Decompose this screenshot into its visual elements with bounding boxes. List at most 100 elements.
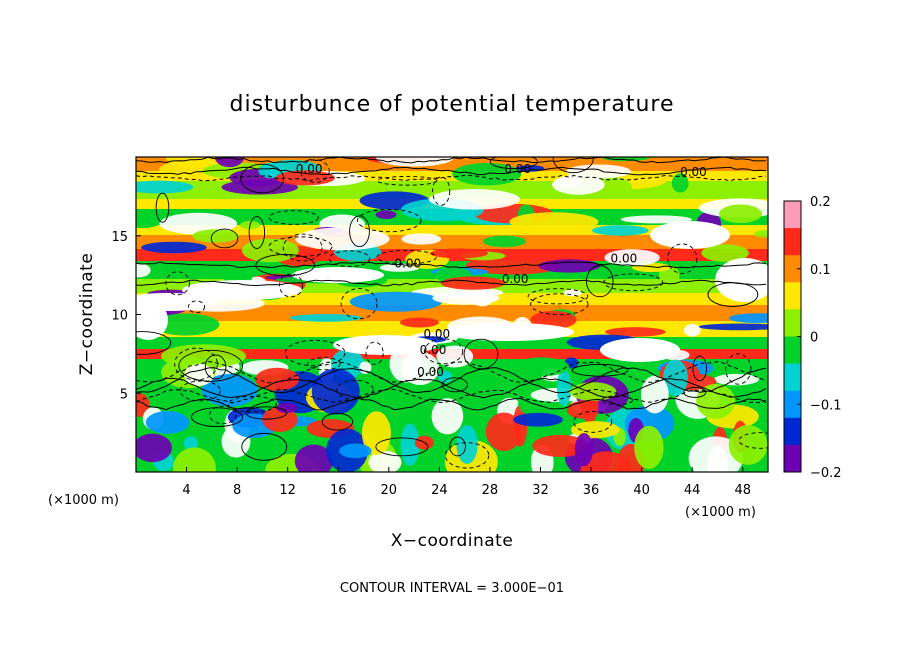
contour-loop xyxy=(571,363,629,377)
contour-loop xyxy=(463,338,499,370)
field-blob xyxy=(141,241,207,254)
colorbar-swatches xyxy=(784,201,801,473)
contour-loop xyxy=(365,341,384,365)
field-blob xyxy=(430,248,488,259)
field-blob xyxy=(706,445,729,472)
field-blob xyxy=(634,425,664,470)
colorbar-swatch xyxy=(784,255,801,283)
field-blob xyxy=(556,368,572,407)
field-blob xyxy=(192,229,239,243)
field-blob xyxy=(556,177,583,187)
field-blob xyxy=(429,189,521,210)
contour-loop xyxy=(489,157,538,170)
contour-loop xyxy=(375,437,429,457)
field-blob xyxy=(375,210,397,219)
contour-loop xyxy=(282,233,323,262)
field-patch xyxy=(182,280,302,300)
field-blob xyxy=(532,434,588,457)
contour-line xyxy=(136,367,767,394)
x-axis-label: X−coordinate xyxy=(391,531,514,551)
contour-loop xyxy=(268,236,333,257)
x-tick-label: 40 xyxy=(633,483,650,498)
field-blob xyxy=(538,259,601,273)
colorbar: 0.2 0.1 0 −0.1 −0.2 xyxy=(783,195,842,481)
field-blob xyxy=(183,436,199,451)
contour-loop xyxy=(321,412,354,431)
colorbar-swatch xyxy=(784,201,801,229)
y-tick-label: 10 xyxy=(111,309,128,324)
field-blob xyxy=(485,412,522,452)
contour-loop xyxy=(179,380,221,402)
field-blob xyxy=(570,421,620,439)
field-blob xyxy=(574,433,594,467)
contour-loop xyxy=(432,176,451,206)
field-blob xyxy=(255,367,300,391)
colorbar-swatch xyxy=(784,444,801,473)
contour-line xyxy=(136,166,767,176)
field-blob xyxy=(172,447,216,472)
contour-label: 0.00 xyxy=(394,256,421,270)
x-tick-label: 12 xyxy=(279,483,296,498)
colorbar-tick-label: 0.2 xyxy=(810,195,831,210)
field-blob xyxy=(566,401,597,419)
colorbar-tick-label: 0.1 xyxy=(810,263,831,278)
x-tick-label: 4 xyxy=(182,483,190,498)
contour-loop xyxy=(444,442,490,469)
contour-loop xyxy=(340,288,378,320)
contour-loop xyxy=(349,215,370,248)
contour-line xyxy=(136,261,767,269)
contour-line xyxy=(136,397,767,411)
field-blob xyxy=(431,398,464,435)
contour-line xyxy=(136,377,767,399)
field-blob xyxy=(184,363,214,386)
field-blob xyxy=(663,359,688,397)
contour-loop xyxy=(376,176,438,186)
field-blob xyxy=(276,402,298,414)
colorbar-swatch xyxy=(784,417,801,446)
contour-label: 0.00 xyxy=(420,343,447,357)
colorbar-tick-label: 0 xyxy=(810,331,818,346)
field-blob xyxy=(136,433,172,463)
field-blob xyxy=(399,317,439,328)
field-blob xyxy=(221,179,298,195)
field-blob xyxy=(159,212,238,235)
contour-loop xyxy=(530,293,589,316)
contour-line xyxy=(136,157,767,164)
y-axis-ticks: 5 10 15 xyxy=(111,230,141,402)
field-blob xyxy=(295,227,390,251)
field-blob xyxy=(569,382,617,401)
field-blob xyxy=(754,230,768,238)
field-blob xyxy=(591,225,649,236)
field-blob xyxy=(361,411,391,456)
field-blob xyxy=(728,424,768,465)
contour-label: 0.00 xyxy=(502,272,529,286)
field-patch xyxy=(600,338,680,362)
colorbar-swatch xyxy=(784,363,801,392)
field-blob xyxy=(401,233,442,245)
field-blob xyxy=(368,450,402,472)
field-blob xyxy=(436,345,474,368)
x-tick-label: 24 xyxy=(431,483,448,498)
field-blob xyxy=(671,173,689,193)
contour-loop xyxy=(376,249,437,265)
field-blob xyxy=(605,327,666,337)
field-blob xyxy=(294,444,333,472)
colorbar-tick-label: −0.2 xyxy=(810,466,842,481)
contour-lines xyxy=(136,157,768,469)
contour-loop xyxy=(300,159,330,183)
x-unit-label: (×1000 m) xyxy=(685,505,756,520)
contour-loop xyxy=(245,406,288,420)
field-patch xyxy=(650,221,730,249)
field-blob xyxy=(513,412,563,427)
contour-loop xyxy=(573,411,613,433)
colorbar-swatch xyxy=(784,390,801,419)
field-patch xyxy=(136,300,168,340)
contour-loop xyxy=(667,243,698,274)
contour-loop xyxy=(441,377,468,393)
contour-loop xyxy=(552,157,594,174)
y-tick-label: 15 xyxy=(111,230,128,245)
field-blob xyxy=(136,212,163,229)
contour-loop xyxy=(209,405,237,425)
contour-labels: 0.00 0.00 0.00 0.00 0.00 0.00 0.00 0.00 0.00 xyxy=(296,162,707,379)
field-blob xyxy=(513,357,570,377)
